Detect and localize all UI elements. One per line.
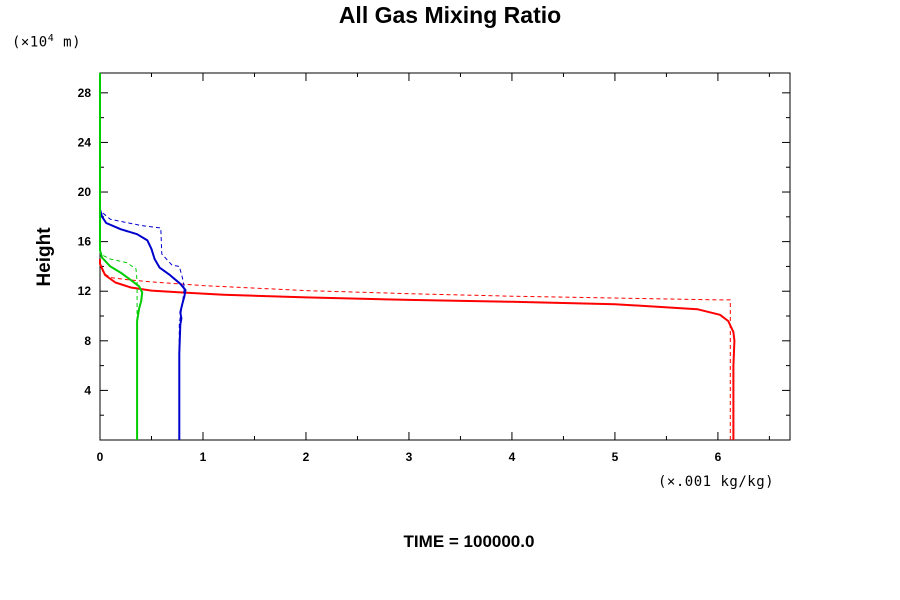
x-axis-unit: (×.001 kg/kg) [658, 474, 775, 490]
y-tick-label: 8 [84, 334, 91, 348]
series-group [99, 73, 736, 440]
y-unit-suffix: m) [54, 34, 82, 51]
series-line-solid [99, 204, 187, 440]
y-tick-label: 4 [84, 383, 91, 397]
x-tick-label: 6 [715, 450, 722, 464]
x-tick-label: 1 [200, 450, 207, 464]
time-footer: TIME = 100000.0 [403, 532, 535, 551]
x-tick-label: 0 [97, 450, 104, 464]
chart-title: All Gas Mixing Ratio [338, 2, 562, 28]
x-tick-label: 3 [406, 450, 413, 464]
series-line-solid [99, 73, 144, 440]
y-tick-label: 28 [78, 86, 92, 100]
y-axis-unit: (×104 m) [12, 33, 81, 51]
series-line-dashed [99, 263, 731, 440]
y-tick-label: 20 [78, 185, 92, 199]
x-tick-label: 5 [612, 450, 619, 464]
series-line-dashed [99, 253, 138, 440]
x-tick-label: 2 [303, 450, 310, 464]
plot-frame [99, 72, 791, 441]
y-tick-label: 12 [78, 284, 92, 298]
series-line-solid [99, 259, 736, 440]
y-unit-exponent: 4 [47, 33, 55, 44]
x-tick-label: 4 [509, 450, 516, 464]
y-unit-prefix: (×10 [12, 34, 48, 51]
y-axis-title: Height [34, 227, 55, 287]
y-tick-label: 24 [78, 135, 92, 149]
y-tick-label: 16 [78, 235, 92, 249]
series-line-dashed [99, 210, 185, 440]
